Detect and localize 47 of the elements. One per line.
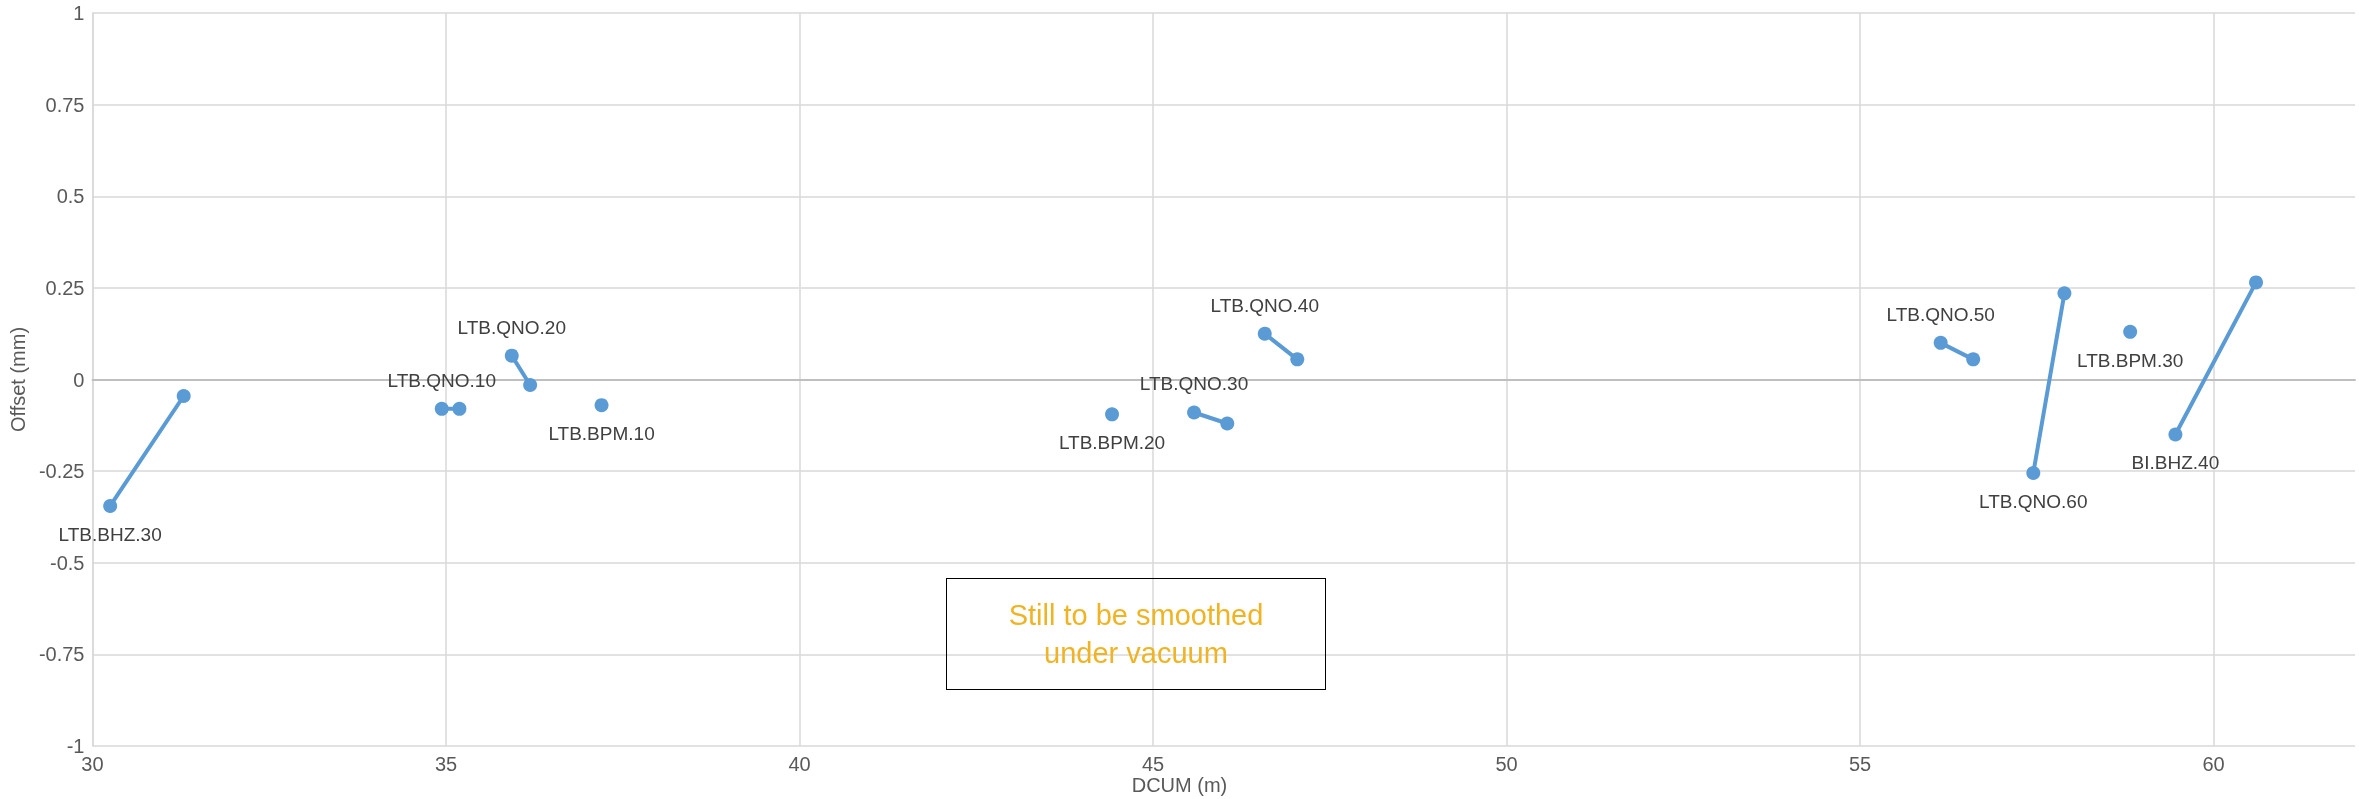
point [2057, 286, 2072, 301]
series-label: BI.BHZ.40 [2131, 452, 2220, 474]
point [504, 348, 519, 363]
y-tick-label: 1 [73, 2, 85, 24]
series-label: LTB.BPM.30 [2077, 349, 2184, 371]
series-label: LTB.BHZ.30 [58, 523, 162, 545]
point [1257, 326, 1272, 341]
series-label: LTB.BPM.20 [1058, 432, 1166, 454]
series-label: LTB.BPM.10 [548, 423, 655, 445]
point [103, 498, 118, 513]
x-tick-label: 35 [434, 753, 458, 775]
point [452, 401, 467, 416]
point [1290, 352, 1305, 367]
point [1220, 416, 1235, 431]
point [1933, 335, 1948, 350]
x-tick-label: 45 [1141, 753, 1165, 775]
point [176, 389, 191, 403]
y-tick-label: -0.5 [50, 551, 85, 574]
y-tick-label: 0.25 [45, 276, 85, 299]
y-tick-label: -0.75 [38, 643, 85, 666]
series-label: LTB.QNO.20 [457, 316, 566, 338]
x-tick-label: 40 [788, 753, 811, 775]
x-tick-label: 50 [1495, 753, 1518, 775]
series-label: LTB.QNO.40 [1210, 294, 1319, 316]
series-label: LTB.QNO.30 [1139, 373, 1249, 395]
y-tick-label: 0 [73, 368, 85, 391]
point [434, 401, 449, 416]
series-label: LTB.QNO.10 [387, 369, 496, 391]
point [523, 378, 538, 392]
y-tick-label: -0.25 [38, 460, 85, 483]
point [1187, 405, 1202, 420]
x-axis-title: DCUM (m) [1131, 774, 1228, 796]
y-axis-title: Offset (mm) [7, 326, 29, 433]
y-tick-label: 0.75 [45, 93, 85, 116]
point [1966, 352, 1981, 367]
x-tick-label: 60 [2202, 753, 2225, 775]
point [2249, 275, 2264, 290]
point [594, 398, 609, 413]
point [2123, 324, 2138, 339]
note-box: Still to be smoothed under vacuum [946, 578, 1326, 690]
series-label: LTB.QNO.50 [1886, 303, 1995, 325]
point [1105, 407, 1120, 422]
series-label: LTB.QNO.60 [1979, 490, 2088, 512]
y-tick-label: 0.5 [56, 185, 85, 208]
x-tick-label: 55 [1848, 753, 1872, 775]
point [2168, 427, 2183, 442]
point [2026, 465, 2041, 480]
